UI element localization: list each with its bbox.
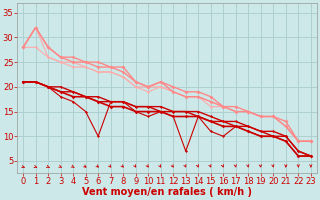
X-axis label: Vent moyen/en rafales ( km/h ): Vent moyen/en rafales ( km/h ) [82,187,252,197]
